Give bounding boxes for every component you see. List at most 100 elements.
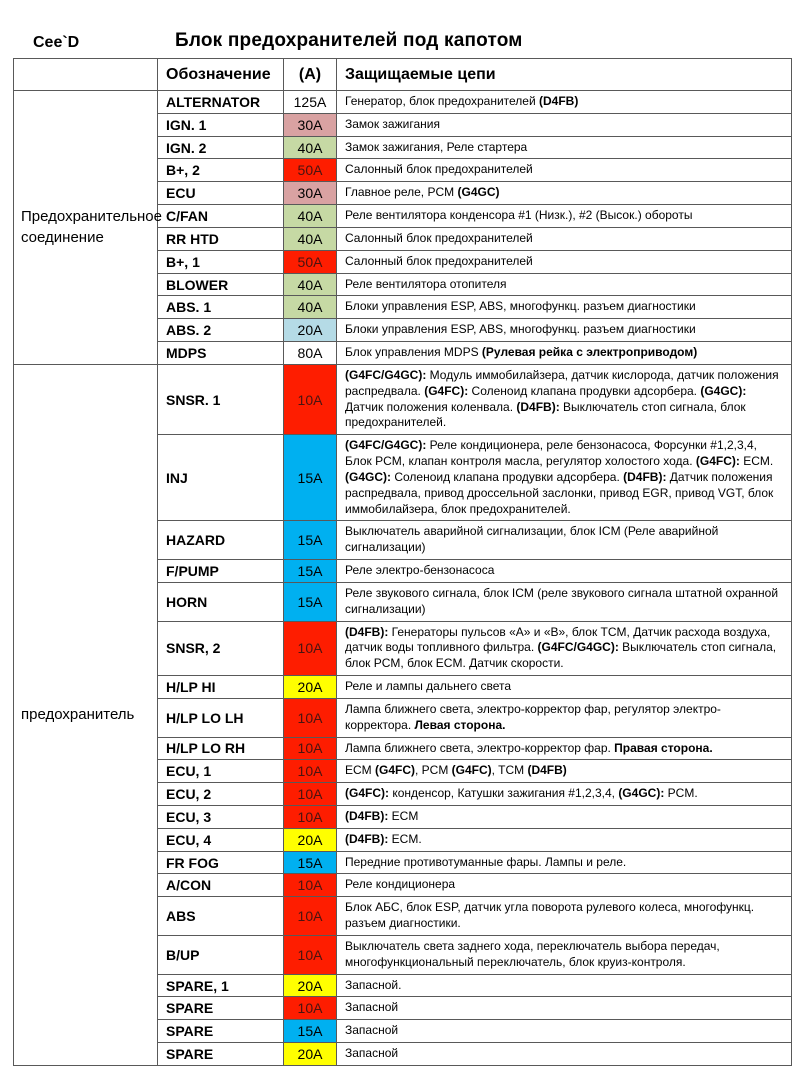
fuse-designation: BLOWER bbox=[158, 273, 284, 296]
fuse-row: H/LP LO LH 10A Лампа ближнего света, элект… bbox=[158, 698, 791, 738]
fuse-protected-circuits: Замок зажигания, Реле стартера bbox=[345, 139, 528, 154]
fuse-row: FR FOG 15A Передние противотуманные фары. … bbox=[158, 851, 791, 875]
fuse-designation: HAZARD bbox=[158, 521, 284, 560]
fuse-designation: ECU, 2 bbox=[158, 783, 284, 805]
header-amp-cell: (A) bbox=[284, 59, 337, 90]
fuse-amp-rating: 40A bbox=[284, 136, 337, 159]
fuse-amp-rating: 10A bbox=[284, 935, 337, 974]
fuse-amp-rating: 15A bbox=[284, 1020, 337, 1043]
fuse-protected-circuits: Реле звукового сигнала, блок ICM (реле з… bbox=[345, 585, 779, 616]
fuse-designation: ABS bbox=[158, 897, 284, 935]
fuse-row: H/LP HI 20A Реле и лампы дальнего света bbox=[158, 676, 791, 699]
fuse-designation: C/FAN bbox=[158, 205, 284, 227]
fuse-designation: ECU bbox=[158, 182, 284, 205]
fuse-designation: B+, 2 bbox=[158, 159, 284, 182]
fuse-row: ABS. 2 20A Блоки управления ESP, ABS, мног… bbox=[158, 319, 791, 343]
fuse-protected-circuits: Салонный блок предохранителей bbox=[345, 230, 533, 245]
fuse-amp-rating: 50A bbox=[284, 159, 337, 182]
fuse-protected-circuits: (G4FC/G4GC): Модуль иммобилайзера, датчи… bbox=[345, 367, 779, 430]
fuse-amp-rating: 40A bbox=[284, 273, 337, 296]
fuse-designation: SPARE, 1 bbox=[158, 974, 284, 997]
fuse-protected-circuits: Блок управления MDPS (Рулевая рейка с эл… bbox=[345, 345, 698, 360]
fuse-row: A/CON 10A Реле кондиционера bbox=[158, 874, 791, 898]
fuse-protected-circuits: Лампа ближнего света, электро-корректор … bbox=[345, 740, 713, 755]
fuse-amp-rating: 30A bbox=[284, 113, 337, 136]
fuse-amp-rating: 10A bbox=[284, 737, 337, 760]
fuse-protected-circuits: Запасной. bbox=[345, 977, 402, 992]
fuse-protected-circuits: (G4FC): конденсор, Катушки зажигания #1,… bbox=[345, 786, 698, 801]
fuse-protected-circuits: Блоки управления ESP, ABS, многофункц. р… bbox=[345, 322, 696, 337]
fuse-designation: H/LP LO RH bbox=[158, 737, 284, 760]
fuse-designation: H/LP HI bbox=[158, 676, 284, 698]
fuse-protected-circuits: Запасной bbox=[345, 1000, 399, 1015]
fuse-row: RR HTD 40A Салонный блок предохранителей bbox=[158, 227, 791, 251]
fuse-row: ABS 10A Блок АБС, блок ESP, датчик угла по… bbox=[158, 897, 791, 936]
fuse-designation: ABS. 2 bbox=[158, 319, 284, 342]
fuse-protected-circuits: Передние противотуманные фары. Лампы и р… bbox=[345, 854, 627, 869]
fuse-group-1: Предохранительное соединение ALTERNATOR 12… bbox=[14, 91, 791, 365]
fuse-row: ECU, 4 20A (D4FB): ECM. bbox=[158, 828, 791, 852]
fuse-designation: ABS. 1 bbox=[158, 296, 284, 319]
fuse-protected-circuits: (D4FB): ECM. bbox=[345, 831, 422, 846]
fuse-designation: IGN. 1 bbox=[158, 113, 284, 136]
fuse-designation: IGN. 2 bbox=[158, 136, 284, 159]
fuse-protected-circuits: Блок АБС, блок ESP, датчик угла поворота… bbox=[345, 900, 755, 931]
fuse-designation: HORN bbox=[158, 582, 284, 621]
fuse-amp-rating: 20A bbox=[284, 974, 337, 997]
fuse-designation: B+, 1 bbox=[158, 250, 284, 273]
fuse-amp-rating: 20A bbox=[284, 828, 337, 851]
fuse-designation: INJ bbox=[158, 435, 284, 521]
fuse-amp-rating: 50A bbox=[284, 250, 337, 273]
header-designation-cell: Обозначение bbox=[158, 59, 284, 90]
fuse-designation: ECU, 3 bbox=[158, 805, 284, 828]
fuse-amp-rating: 15A bbox=[284, 560, 337, 582]
fuse-amp-rating: 10A bbox=[284, 874, 337, 897]
fuse-amp-rating: 15A bbox=[284, 521, 337, 560]
fuse-protected-circuits: Запасной bbox=[345, 1046, 399, 1061]
fuse-designation: A/CON bbox=[158, 874, 284, 897]
page-header: Cee`D Блок предохранителей под капотом bbox=[0, 0, 800, 52]
fuse-amp-rating: 10A bbox=[284, 760, 337, 783]
fuse-designation: SPARE bbox=[158, 997, 284, 1020]
fuse-designation: ECU, 4 bbox=[158, 828, 284, 851]
fuse-protected-circuits: Выключатель аварийной сигнализации, блок… bbox=[345, 524, 719, 555]
fuse-protected-circuits: Лампа ближнего света, электро-корректор … bbox=[345, 701, 721, 732]
fuse-amp-rating: 10A bbox=[284, 805, 337, 828]
fuse-row: SNSR. 1 10A (G4FC/G4GC): Модуль иммобилайз… bbox=[158, 364, 791, 436]
fuse-row: HORN 15A Реле звукового сигнала, блок ICM … bbox=[158, 582, 791, 622]
fuse-designation: RR HTD bbox=[158, 227, 284, 250]
fuse-amp-rating: 10A bbox=[284, 621, 337, 676]
fuse-protected-circuits: Генератор, блок предохранителей (D4FB) bbox=[345, 94, 579, 108]
fuse-group-2: предохранитель SNSR. 1 10A (G4FC/G4GC): Мод… bbox=[14, 364, 791, 1065]
table-header-row: Обозначение (A) Защищаемые цепи bbox=[14, 59, 791, 91]
fusebox-table: Обозначение (A) Защищаемые цепи Предохра… bbox=[13, 58, 792, 1066]
fuse-row: HAZARD 15A Выключатель аварийной сигнализа… bbox=[158, 521, 791, 561]
fuse-row: ECU, 1 10A ECM (G4FC), PCM (G4FC), TCM (D4… bbox=[158, 760, 791, 784]
fuse-amp-rating: 10A bbox=[284, 997, 337, 1020]
table-body: Предохранительное соединение ALTERNATOR 12… bbox=[14, 91, 791, 1065]
vehicle-model-label: Cee`D bbox=[33, 34, 80, 51]
fuse-row: C/FAN 40A Реле вентилятора конденсора #1 (… bbox=[158, 205, 791, 228]
fuse-row: H/LP LO RH 10A Лампа ближнего света, элект… bbox=[158, 737, 791, 761]
fuse-amp-rating: 80A bbox=[284, 342, 337, 364]
header-group-cell bbox=[14, 59, 158, 90]
fuse-row: SPARE 20A Запасной bbox=[158, 1043, 791, 1065]
fuse-amp-rating: 15A bbox=[284, 851, 337, 874]
fuse-designation: ECU, 1 bbox=[158, 760, 284, 783]
fuse-row: ECU, 2 10A (G4FC): конденсор, Катушки зажи… bbox=[158, 783, 791, 806]
fuse-amp-rating: 10A bbox=[284, 698, 337, 737]
page-title: Блок предохранителей под капотом bbox=[175, 30, 523, 51]
fuse-protected-circuits: ECM (G4FC), PCM (G4FC), TCM (D4FB) bbox=[345, 763, 567, 778]
fuse-designation: ALTERNATOR bbox=[158, 91, 284, 113]
fuse-amp-rating: 10A bbox=[284, 897, 337, 935]
fuse-row: SPARE 15A Запасной bbox=[158, 1020, 791, 1044]
fuse-protected-circuits: Реле кондиционера bbox=[345, 877, 456, 892]
fuse-protected-circuits: Салонный блок предохранителей bbox=[345, 253, 533, 268]
fuse-protected-circuits: (D4FB): Генераторы пульсов «А» и «В», бл… bbox=[345, 624, 777, 671]
fuse-row: F/PUMP 15A Реле электро-бензонасоса bbox=[158, 560, 791, 583]
header-circuits-cell: Защищаемые цепи bbox=[345, 66, 496, 83]
fuse-amp-rating: 40A bbox=[284, 296, 337, 319]
fuse-protected-circuits: Реле и лампы дальнего света bbox=[345, 679, 512, 694]
fuse-row: BLOWER 40A Реле вентилятора отопителя bbox=[158, 273, 791, 297]
fuse-designation: B/UP bbox=[158, 935, 284, 974]
